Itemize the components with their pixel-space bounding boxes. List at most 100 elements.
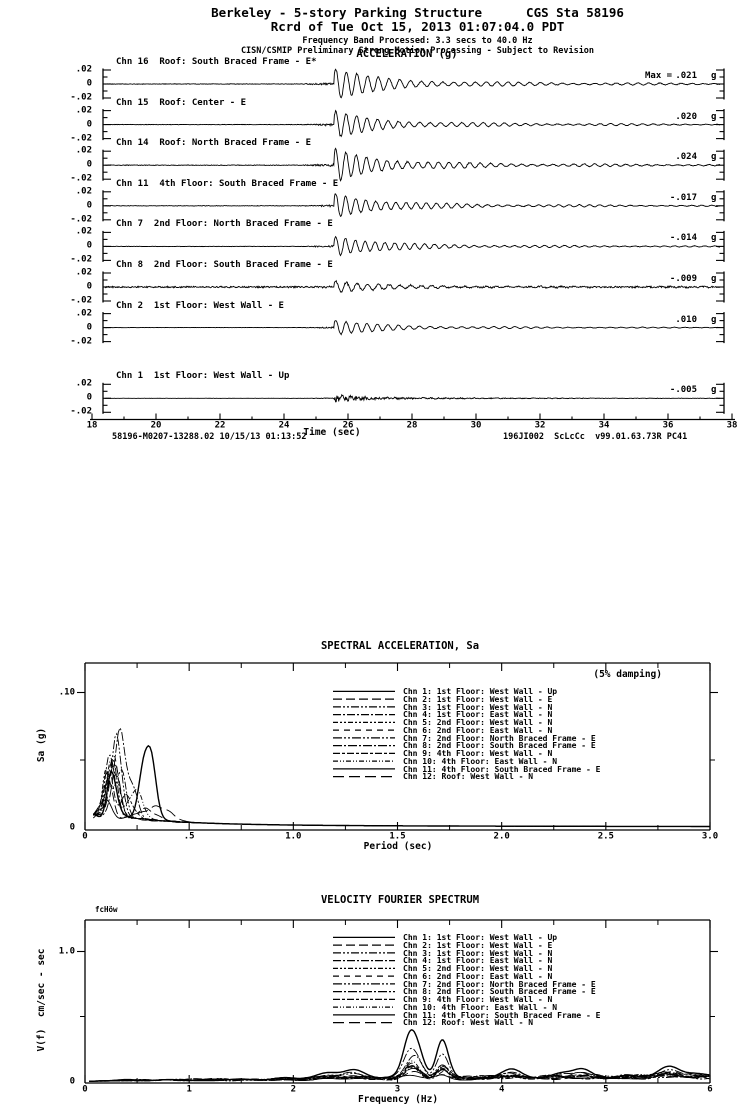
channel-max-value: -.005	[669, 385, 697, 396]
legend-entry-label: Chn 3: 1st Floor: West Wall - N	[403, 702, 553, 712]
waveform-trace	[104, 279, 721, 293]
processing-disclaimer: CISN/CSMIP Preliminary Strong Motion Pro…	[240, 46, 595, 56]
legend-entry-label: Chn 6: 2nd Floor: East Wall - N	[403, 725, 553, 735]
max-unit-label: g	[711, 314, 717, 325]
legend-entry-label: Chn 11: 4th Floor: South Braced Frame - …	[403, 764, 601, 774]
x-tick-label: 3	[394, 1084, 401, 1095]
legend-entry-label: Chn 9: 4th Floor: West Wall - N	[403, 995, 553, 1004]
legend-entry-label: Chn 6: 2nd Floor: East Wall - N	[403, 971, 553, 981]
waveform-trace	[105, 147, 721, 182]
x-tick-label: 32	[534, 420, 546, 431]
x-tick-label: 2.0	[493, 831, 510, 842]
legend-entry-label: Chn 10: 4th Floor: East Wall - N	[403, 1002, 558, 1012]
header-line-1: Berkeley - 5-story Parking Structure CGS …	[95, 6, 739, 20]
y-tick-label: 0	[86, 392, 92, 403]
channel-max-value: -.014	[669, 233, 697, 244]
report-header: Berkeley - 5-story Parking Structure CGS …	[95, 6, 739, 57]
max-unit-label: g	[711, 111, 717, 122]
y-tick-label: -.02	[70, 406, 92, 417]
y-tick-label: -.02	[70, 132, 92, 143]
legend-entry-label: Chn 1: 1st Floor: West Wall - Up	[403, 687, 558, 696]
x-tick-label: 0	[82, 1084, 88, 1095]
y-tick-label: -.02	[70, 173, 92, 184]
y-tick-label: -.02	[70, 335, 92, 346]
x-tick-label: 2	[290, 1084, 297, 1095]
max-unit-label: g	[711, 192, 717, 203]
legend-entry-label: Chn 10: 4th Floor: East Wall - N	[403, 756, 558, 766]
spectrum-curve	[92, 732, 710, 827]
channel-label: Chn 14 Roof: North Braced Frame - E	[116, 138, 312, 149]
x-tick-label: .5	[183, 831, 195, 842]
y-tick-label: 0	[86, 78, 92, 89]
y-tick-label: .02	[75, 267, 92, 278]
y-tick-label: .10	[58, 686, 75, 697]
max-unit-label: g	[711, 385, 717, 396]
spectrum-curve	[89, 1029, 710, 1082]
spectrum-curve	[89, 1054, 710, 1082]
y-tick-label: 1.0	[58, 945, 75, 956]
y-tick-label: -.02	[70, 295, 92, 306]
waveform-trace	[104, 109, 721, 138]
legend-entry-label: Chn 12: Roof: West Wall - N	[403, 772, 534, 782]
filter-corner-note: fcHöw	[95, 905, 118, 914]
legend-entry-label: Chn 5: 2nd Floor: West Wall - N	[403, 964, 553, 973]
x-tick-label: 26	[342, 420, 354, 431]
legend-entry-label: Chn 8: 2nd Floor: South Braced Frame - E	[403, 741, 596, 751]
y-tick-label: 0	[86, 321, 92, 332]
x-tick-label: 2.5	[597, 831, 614, 842]
legend-entry-label: Chn 4: 1st Floor: East Wall - N	[403, 710, 553, 720]
legend-entry-label: Chn 1: 1st Floor: West Wall - Up	[403, 933, 558, 942]
station-id: CGS Sta 58196	[526, 5, 624, 20]
y-tick-label: .02	[75, 307, 92, 318]
x-tick-label: 38	[726, 420, 738, 431]
spectrum-curve	[93, 759, 710, 827]
waveform-trace	[104, 68, 721, 99]
legend-entry-label: Chn 2: 1st Floor: West Wall - E	[403, 694, 553, 704]
frequency-axis-label: Frequency (Hz)	[357, 1094, 439, 1105]
channel-label: Chn 2 1st Floor: West Wall - E	[116, 300, 284, 311]
spectrum-curve	[93, 754, 710, 827]
x-tick-label: 6	[707, 1084, 713, 1095]
max-unit-label: g	[711, 152, 717, 163]
waveform-trace	[104, 193, 721, 217]
spectrum-curve	[93, 744, 710, 828]
waveform-trace	[104, 393, 720, 403]
y-tick-label: .02	[75, 226, 92, 237]
max-unit-label: g	[711, 71, 717, 81]
y-tick-label: 0	[69, 1075, 75, 1086]
channel-max-value: .024	[675, 152, 697, 163]
spectral-acceleration-title: SPECTRAL ACCELERATION, Sa	[320, 640, 480, 652]
y-tick-label: .02	[75, 378, 92, 389]
max-prefix-label: Max =	[645, 71, 673, 81]
legend-entry-label: Chn 12: Roof: West Wall - N	[403, 1018, 534, 1028]
x-tick-label: 24	[278, 420, 290, 431]
x-tick-label: 1	[186, 1084, 192, 1095]
waveform-trace	[104, 235, 720, 257]
spectrum-curve	[93, 770, 710, 827]
y-tick-label: 0	[86, 240, 92, 251]
legend-entry-label: Chn 7: 2nd Floor: North Braced Frame - E	[403, 979, 596, 989]
channel-label: Chn 15 Roof: Center - E	[116, 97, 247, 108]
fourier-y-axis-label: V(f) cm/sec - sec	[36, 948, 48, 1052]
channel-max-value: -.009	[669, 274, 697, 284]
time-axis-label: Time (sec)	[303, 427, 361, 438]
acceleration-chart-title: ACCELERATION (g)	[356, 48, 458, 60]
spectrum-curve	[93, 768, 710, 827]
legend-entry-label: Chn 11: 4th Floor: South Braced Frame - …	[403, 1010, 601, 1020]
y-tick-label: -.02	[70, 254, 92, 265]
legend-entry-label: Chn 9: 4th Floor: West Wall - N	[403, 749, 553, 758]
channel-max-value: .021	[675, 71, 697, 81]
period-axis-label: Period (sec)	[363, 841, 433, 852]
y-tick-label: -.02	[70, 92, 92, 103]
y-tick-label: 0	[86, 281, 92, 292]
spectrum-curve	[93, 762, 710, 827]
channel-max-value: -.017	[669, 192, 697, 203]
max-unit-label: g	[711, 274, 717, 284]
channel-label: Chn 16 Roof: South Braced Frame - E*	[116, 57, 317, 67]
channel-label: Chn 7 2nd Floor: North Braced Frame - E	[116, 219, 333, 230]
legend-entry-label: Chn 8: 2nd Floor: South Braced Frame - E	[403, 987, 596, 997]
channel-label: Chn 11 4th Floor: South Braced Frame - E	[116, 178, 339, 189]
y-tick-label: 0	[86, 200, 92, 211]
fourier-spectrum-title: VELOCITY FOURIER SPECTRUM	[320, 894, 480, 906]
